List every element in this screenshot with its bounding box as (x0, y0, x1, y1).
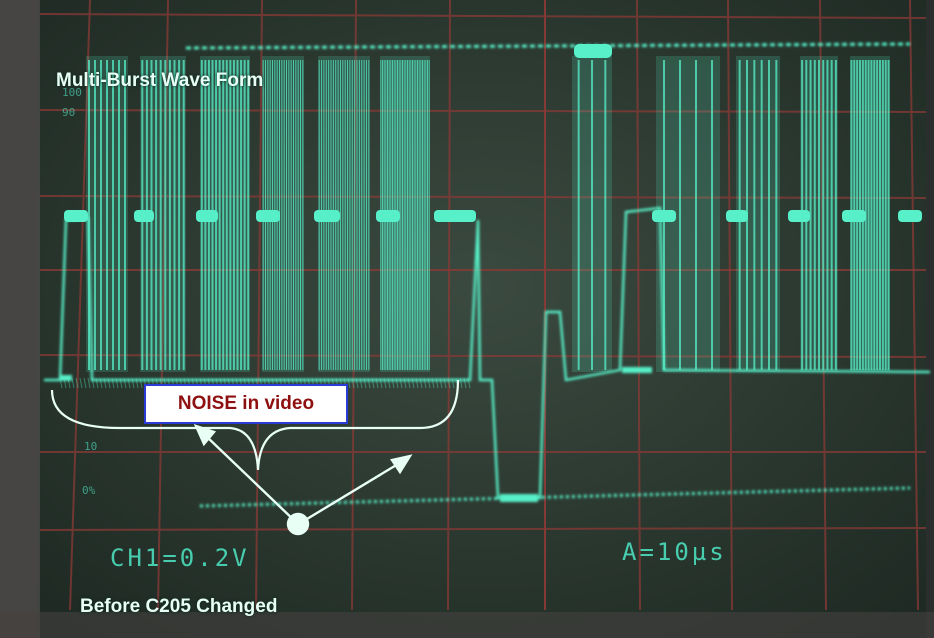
burst-packet (140, 56, 186, 372)
graticule-label-90: 90 (62, 106, 76, 119)
burst-packet (800, 56, 838, 372)
burst-packet (736, 56, 780, 372)
arrow-origin-dot (286, 512, 310, 536)
burst-packet (86, 56, 128, 372)
timebase-readout: A=10µs (622, 538, 727, 566)
waveform-title: Multi-Burst Wave Form (56, 70, 264, 91)
noise-annotation-bracket (50, 379, 460, 471)
graticule-label-10: 10 (84, 440, 98, 453)
graticule-label-100: 100 (62, 86, 82, 99)
burst-packet (200, 56, 250, 372)
multiburst-packets (59, 44, 922, 389)
burst-packet (656, 56, 720, 372)
crt-screen (38, 0, 926, 638)
bezel-left-edge (0, 0, 40, 638)
noise-label: NOISE in video (177, 393, 315, 414)
center-axis (40, 0, 926, 610)
channel-readout: CH1=0.2V (110, 544, 250, 572)
bezel-bottom-edge (0, 612, 934, 638)
burst-packet (572, 56, 612, 372)
burst-packet (850, 56, 890, 372)
noise-label-box: NOISE in video (144, 384, 348, 424)
burst-packet (380, 56, 430, 372)
burst-packet (262, 56, 304, 372)
burst-packet (318, 56, 370, 372)
graticule-label-0: 0% (82, 484, 96, 497)
photo-caption: Before C205 Changed (80, 596, 278, 617)
noise-annotation-arrows (193, 424, 413, 536)
